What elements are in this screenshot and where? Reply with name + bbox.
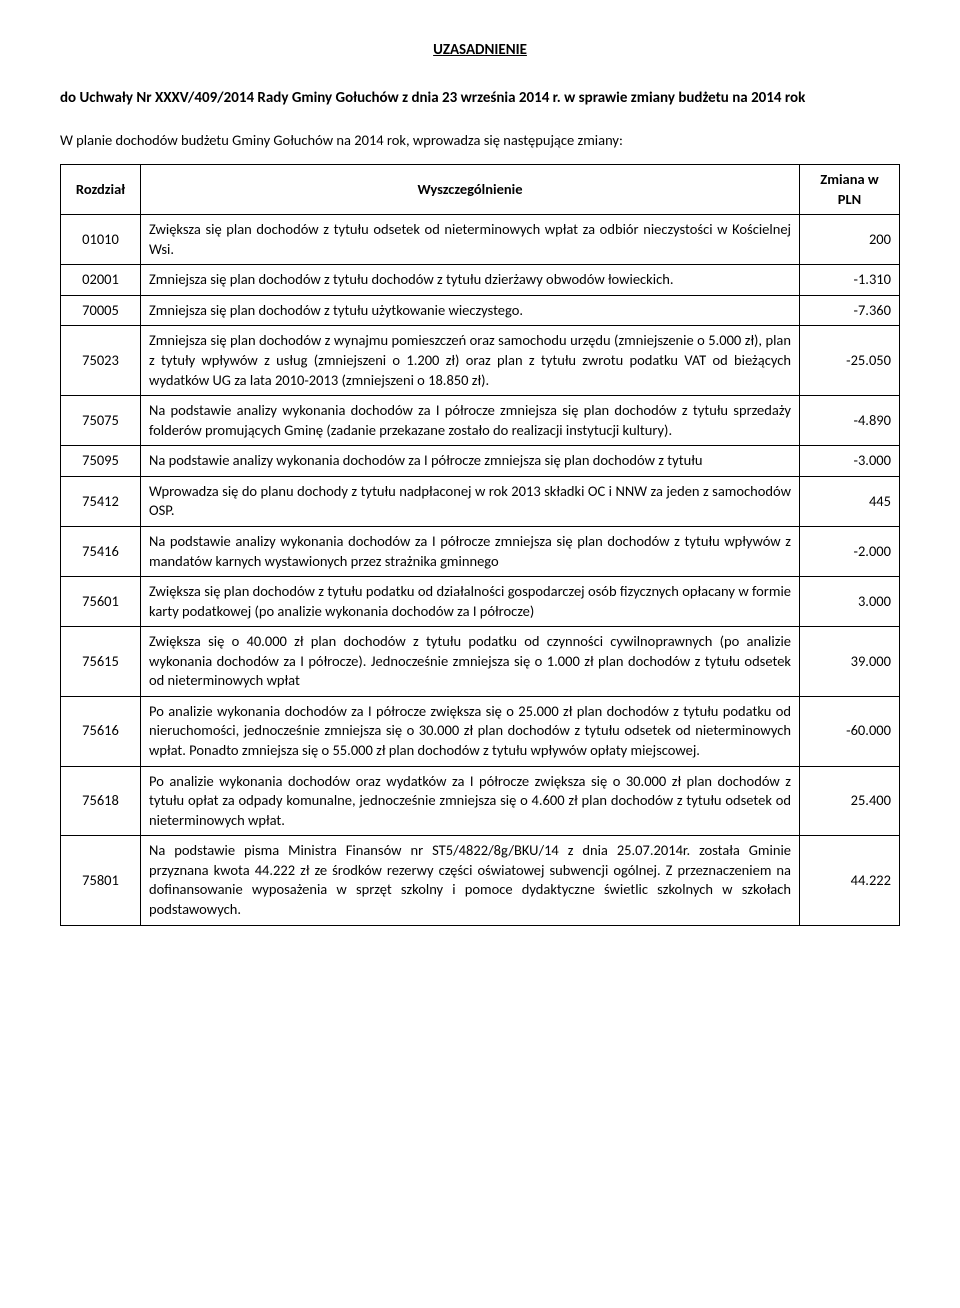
- table-header-row: Rozdział Wyszczególnienie Zmiana w PLN: [61, 165, 900, 215]
- row-code: 75095: [61, 446, 141, 477]
- row-value: -1.310: [800, 265, 900, 296]
- row-description: Na podstawie analizy wykonania dochodów …: [141, 446, 800, 477]
- row-value: 3.000: [800, 577, 900, 627]
- row-value: -2.000: [800, 526, 900, 576]
- row-description: Na podstawie pisma Ministra Finansów nr …: [141, 836, 800, 925]
- row-value: 25.400: [800, 766, 900, 836]
- row-code: 75023: [61, 326, 141, 396]
- row-description: Zmniejsza się plan dochodów z tytułu doc…: [141, 265, 800, 296]
- row-description: Zwiększa się plan dochodów z tytułu poda…: [141, 577, 800, 627]
- table-row: 75601Zwiększa się plan dochodów z tytułu…: [61, 577, 900, 627]
- page-title: UZASADNIENIE: [60, 40, 900, 60]
- row-code: 75412: [61, 476, 141, 526]
- table-row: 75618Po analizie wykonania dochodów oraz…: [61, 766, 900, 836]
- row-description: Zmniejsza się plan dochodów z wynajmu po…: [141, 326, 800, 396]
- row-value: -60.000: [800, 696, 900, 766]
- row-code: 75615: [61, 627, 141, 697]
- col-header-zmiana: Zmiana w PLN: [800, 165, 900, 215]
- table-row: 01010Zwiększa się plan dochodów z tytułu…: [61, 215, 900, 265]
- table-row: 75023Zmniejsza się plan dochodów z wynaj…: [61, 326, 900, 396]
- row-description: Po analizie wykonania dochodów oraz wyda…: [141, 766, 800, 836]
- intro-paragraph: W planie dochodów budżetu Gminy Gołuchów…: [60, 131, 900, 151]
- row-code: 75601: [61, 577, 141, 627]
- row-value: -7.360: [800, 295, 900, 326]
- row-description: Po analizie wykonania dochodów za I półr…: [141, 696, 800, 766]
- table-row: 75416Na podstawie analizy wykonania doch…: [61, 526, 900, 576]
- row-code: 75416: [61, 526, 141, 576]
- col-header-wyszczegolnienie: Wyszczególnienie: [141, 165, 800, 215]
- document-subtitle: do Uchwały Nr XXXV/409/2014 Rady Gminy G…: [60, 88, 900, 108]
- table-row: 75075Na podstawie analizy wykonania doch…: [61, 396, 900, 446]
- row-description: Wprowadza się do planu dochody z tytułu …: [141, 476, 800, 526]
- row-value: 200: [800, 215, 900, 265]
- table-row: 75615Zwiększa się o 40.000 zł plan docho…: [61, 627, 900, 697]
- row-value: -4.890: [800, 396, 900, 446]
- row-value: 39.000: [800, 627, 900, 697]
- row-value: -25.050: [800, 326, 900, 396]
- row-description: Zwiększa się plan dochodów z tytułu odse…: [141, 215, 800, 265]
- row-value: 445: [800, 476, 900, 526]
- table-row: 75616Po analizie wykonania dochodów za I…: [61, 696, 900, 766]
- row-code: 75616: [61, 696, 141, 766]
- table-row: 75412Wprowadza się do planu dochody z ty…: [61, 476, 900, 526]
- row-code: 02001: [61, 265, 141, 296]
- row-description: Na podstawie analizy wykonania dochodów …: [141, 396, 800, 446]
- row-code: 01010: [61, 215, 141, 265]
- budget-table: Rozdział Wyszczególnienie Zmiana w PLN 0…: [60, 164, 900, 925]
- row-value: -3.000: [800, 446, 900, 477]
- table-row: 75801Na podstawie pisma Ministra Finansó…: [61, 836, 900, 925]
- row-code: 75618: [61, 766, 141, 836]
- row-description: Zmniejsza się plan dochodów z tytułu uży…: [141, 295, 800, 326]
- row-value: 44.222: [800, 836, 900, 925]
- row-code: 75801: [61, 836, 141, 925]
- row-code: 70005: [61, 295, 141, 326]
- table-row: 02001Zmniejsza się plan dochodów z tytuł…: [61, 265, 900, 296]
- row-code: 75075: [61, 396, 141, 446]
- col-header-rozdzial: Rozdział: [61, 165, 141, 215]
- table-row: 75095Na podstawie analizy wykonania doch…: [61, 446, 900, 477]
- row-description: Zwiększa się o 40.000 zł plan dochodów z…: [141, 627, 800, 697]
- row-description: Na podstawie analizy wykonania dochodów …: [141, 526, 800, 576]
- table-row: 70005Zmniejsza się plan dochodów z tytuł…: [61, 295, 900, 326]
